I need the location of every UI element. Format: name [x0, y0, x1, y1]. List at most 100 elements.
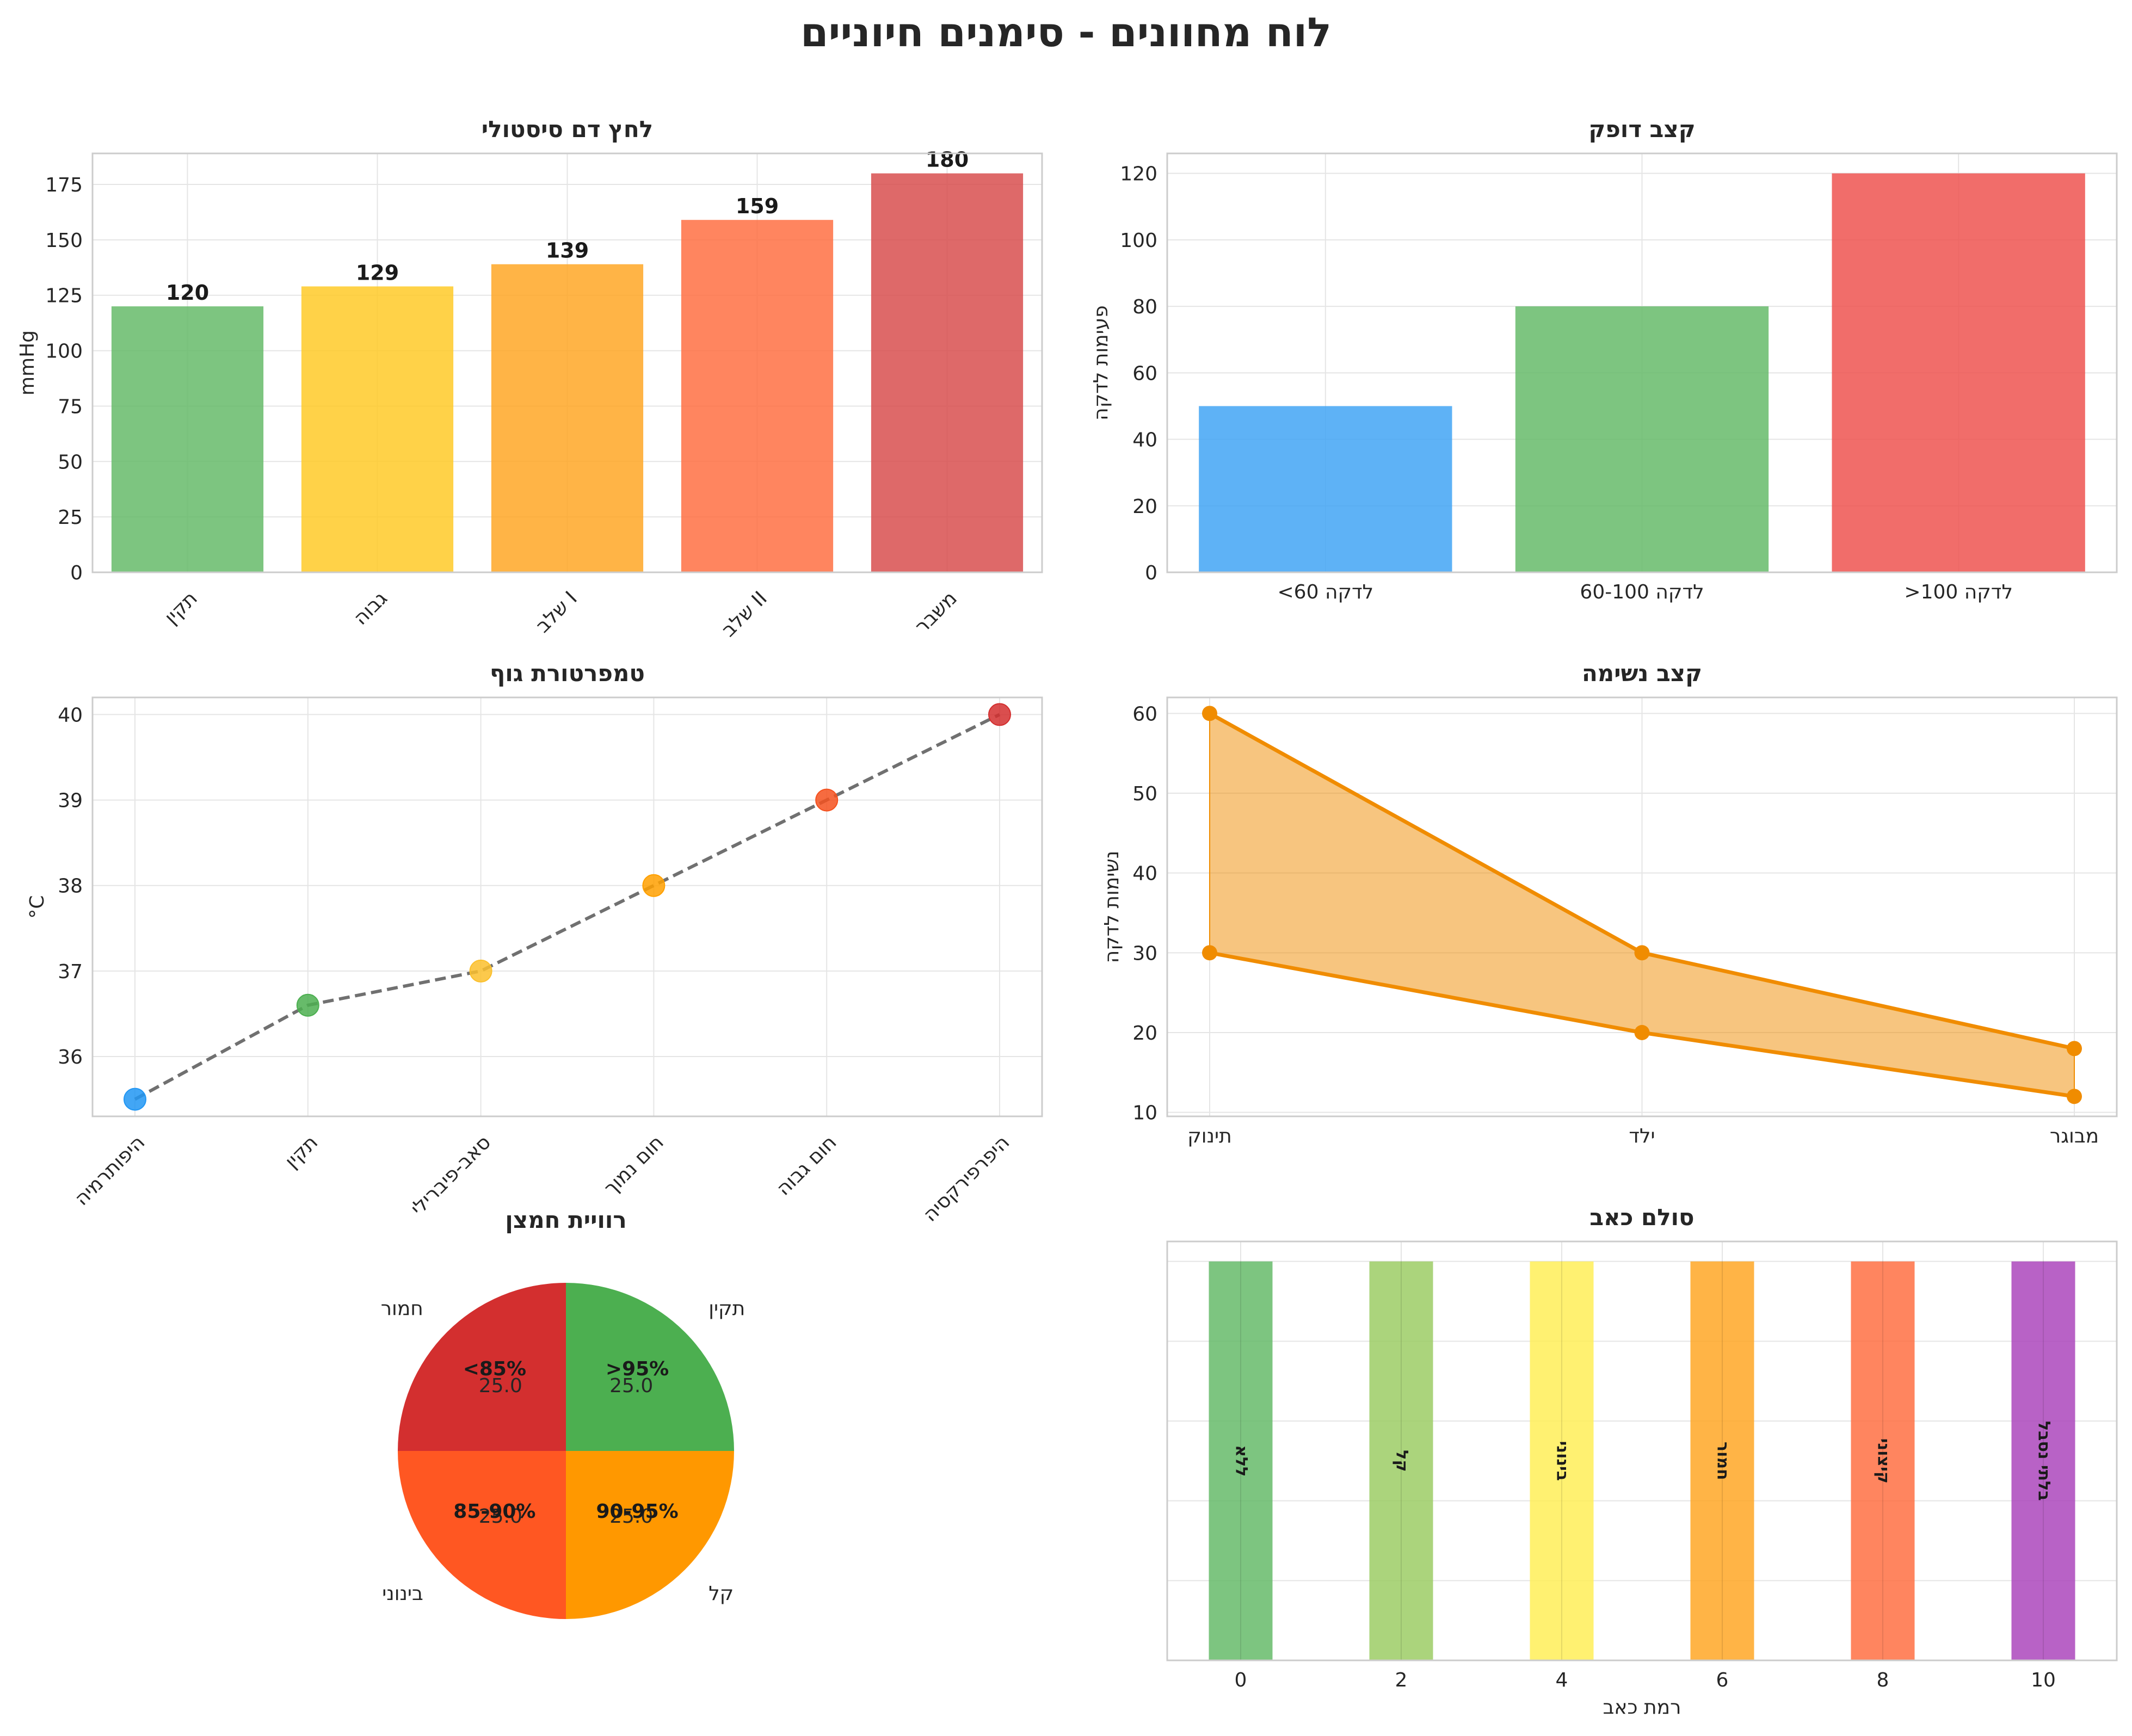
bp-title: לחץ דם סיסטולי	[482, 116, 653, 143]
hr-ytick-label: 60	[1132, 362, 1157, 385]
bp-ylabel: mmHg	[16, 330, 39, 396]
rr-ytick-label: 20	[1132, 1022, 1157, 1045]
temp-point	[815, 788, 839, 812]
plot-area	[93, 697, 1042, 1116]
rr-ytick-label: 60	[1132, 703, 1157, 725]
rr-xtick-label: תינוק	[1187, 1125, 1231, 1147]
bp-data-label: 129	[356, 261, 399, 285]
bp-bar	[111, 306, 264, 572]
bp-ytick-label: 75	[58, 396, 83, 418]
bp-data-label: 139	[546, 239, 589, 263]
pain-xtick-label: 4	[1556, 1669, 1568, 1691]
dashboard-title: לוח מחוונים - סימנים חיוניים	[800, 9, 1332, 56]
pain-bar-label: קיצוני	[1874, 1438, 1893, 1484]
temp-ytick-label: 36	[58, 1046, 83, 1068]
spo2-outer-label: חמור	[381, 1298, 423, 1320]
spo2-slice	[566, 1451, 734, 1619]
spo2-outer-label: בינוני	[382, 1583, 423, 1605]
rr-min-point	[1202, 945, 1217, 961]
pain-title: סולם כאב	[1589, 1204, 1694, 1231]
pain-bar-label: בינוני	[1553, 1441, 1572, 1481]
rr-ytick-label: 50	[1132, 783, 1157, 805]
temp-point	[642, 874, 666, 897]
hr-ylabel: פעימות לדקה	[1090, 305, 1112, 421]
hr-chart: 0 20 40 60 80 100 120 <60 לדקה 60-100 לדקה >100 ל…	[1090, 116, 2118, 603]
temp-point	[469, 959, 492, 983]
rr-ytick-label: 40	[1132, 863, 1157, 885]
spo2-outer-label: תקין	[708, 1298, 745, 1320]
plot-frame	[91, 696, 1043, 1117]
bp-bar	[681, 220, 834, 572]
spo2-title: רוויית חמצן	[505, 1207, 626, 1233]
hr-xtick-label: 60-100 לדקה	[1580, 581, 1704, 603]
pain-xtick-label: 8	[1877, 1669, 1889, 1691]
rr-chart: 10 20 30 40 50 60 תינוק ילד מבוגר קצב נשימה נשימות…	[1101, 660, 2118, 1147]
hr-ytick-label: 120	[1120, 163, 1157, 186]
pain-xtick-label: 2	[1395, 1669, 1408, 1691]
pain-bar-label: ללא	[1232, 1445, 1251, 1476]
pain-xtick-label: 10	[2031, 1669, 2056, 1691]
bp-data-label: 120	[166, 281, 209, 305]
bp-ytick-label: 125	[45, 285, 83, 307]
hr-ytick-label: 100	[1120, 230, 1157, 252]
pain-chart: ללא קל בינוני חמור קיצוני בלתי נסבל 0 2 4 6 8 10 סול…	[1166, 1204, 2118, 1719]
spo2-outer-label: קל	[708, 1583, 734, 1605]
spo2-range-label: 85-90%	[453, 1500, 535, 1523]
temp-point	[124, 1088, 146, 1111]
spo2-slice	[566, 1283, 734, 1451]
spo2-range-label: <85%	[463, 1358, 526, 1380]
spo2-percent-label: 25.0	[609, 1505, 653, 1528]
pain-xtick-label: 6	[1716, 1669, 1729, 1691]
pain-bar	[1209, 1261, 1273, 1660]
plot-frame	[1166, 1240, 2118, 1661]
hr-title: קצב דופק	[1588, 116, 1695, 143]
pain-bar	[1851, 1261, 1915, 1660]
pain-xtick-label: 0	[1235, 1669, 1247, 1691]
hr-ytick-label: 20	[1132, 496, 1157, 518]
temp-line	[134, 713, 1001, 1101]
pain-xlabel: רמת כאב	[1603, 1696, 1681, 1719]
rr-max-point	[2067, 1041, 2082, 1057]
bp-bar	[491, 264, 644, 572]
rr-ytick-label: 30	[1132, 942, 1157, 965]
pain-bar-label: בלתי נסבל	[2035, 1421, 2054, 1501]
bp-ytick-label: 0	[70, 562, 83, 584]
plot-frame	[1166, 696, 2118, 1117]
pain-bar-label: חמור	[1714, 1442, 1733, 1480]
plot-area	[1167, 1241, 2117, 1660]
pain-bar-label: קל	[1392, 1450, 1412, 1472]
hr-bar	[1199, 406, 1452, 572]
rr-title: קצב נשימה	[1582, 660, 1702, 687]
bp-ytick-label: 50	[58, 451, 83, 473]
temp-ylabel: °C	[26, 895, 48, 918]
rr-max-point	[1202, 706, 1217, 721]
spo2-slice	[398, 1283, 566, 1451]
plot-frame	[91, 152, 1043, 573]
spo2-percent-label: 25.0	[609, 1375, 653, 1397]
temp-ytick-label: 38	[58, 875, 83, 898]
spo2-percent-label: 25.0	[479, 1505, 522, 1528]
bp-ytick-label: 100	[45, 341, 83, 363]
hr-xtick-label: <60 לדקה	[1278, 581, 1374, 603]
bp-bar	[301, 286, 454, 572]
pain-bar	[2011, 1261, 2075, 1660]
spo2-range-label: 90-95%	[596, 1500, 678, 1523]
rr-min-point	[1634, 1025, 1650, 1040]
rr-max-point	[1634, 945, 1650, 961]
hr-ytick-label: 80	[1132, 296, 1157, 318]
bp-bar	[871, 173, 1024, 573]
temp-ytick-label: 39	[58, 790, 83, 812]
temp-title: טמפרטורת גוף	[490, 660, 645, 687]
hr-bar	[1515, 306, 1769, 572]
rr-xtick-label: ילד	[1629, 1125, 1655, 1147]
bp-data-label: 159	[736, 194, 779, 218]
pain-bar	[1530, 1261, 1594, 1660]
pain-bar	[1690, 1261, 1754, 1660]
spo2-percent-label: 25.0	[479, 1375, 522, 1397]
rr-ylabel: נשימות לדקה	[1101, 851, 1123, 963]
temp-point	[988, 703, 1011, 726]
plot-frame	[1166, 152, 2118, 573]
bp-ytick-label: 175	[45, 174, 83, 196]
